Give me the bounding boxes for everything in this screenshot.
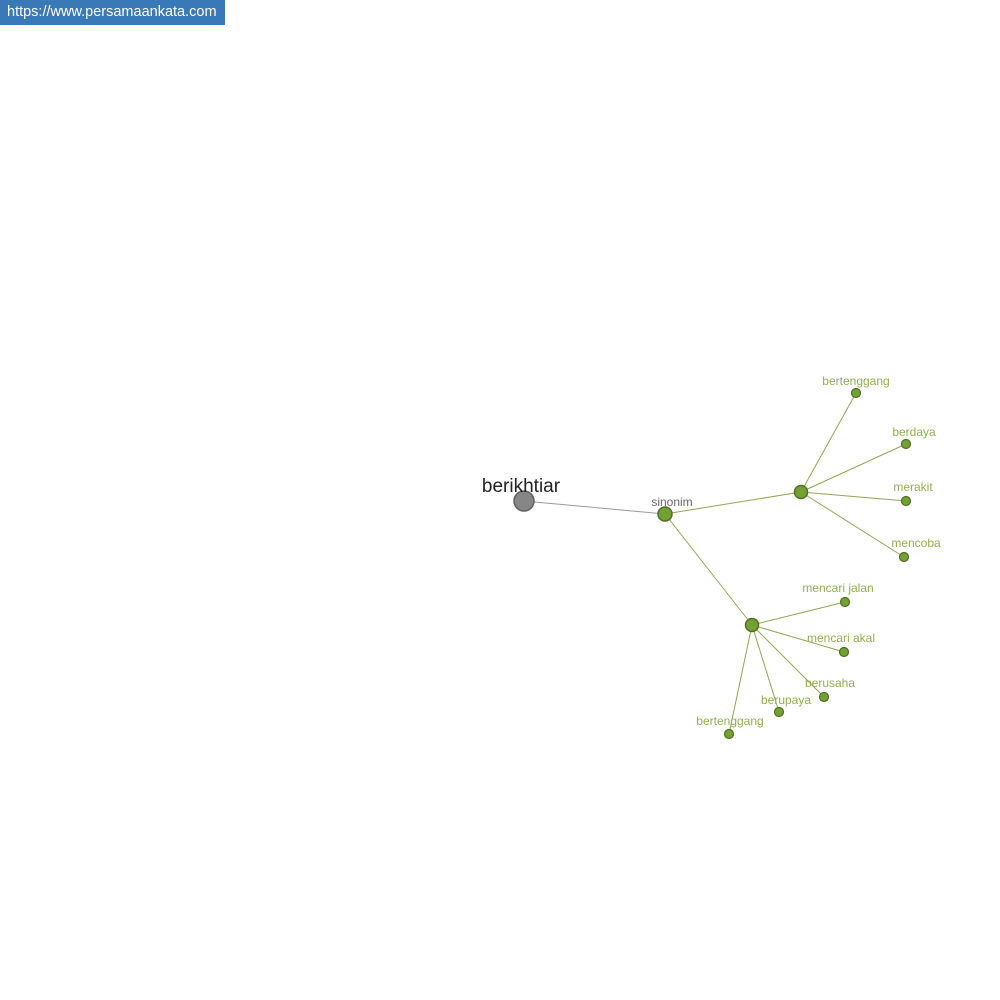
graph-label-berusaha: berusaha	[805, 676, 855, 690]
graph-node-berusaha[interactable]	[818, 691, 830, 703]
graph-label-mencoba: mencoba	[891, 536, 941, 550]
graph-node-mencoba[interactable]	[898, 551, 910, 563]
graph-edge-hub2-mencari-jalan	[751, 601, 846, 626]
graph-node-mencari-jalan[interactable]	[839, 596, 851, 608]
graph-node-merakit[interactable]	[900, 495, 912, 507]
graph-edge-sinonim-hub2	[664, 513, 753, 626]
graph-edge-sinonim-hub1	[664, 491, 802, 515]
graph-node-berikhtiar[interactable]	[513, 490, 535, 512]
graph-edge-berikhtiar-sinonim	[523, 500, 666, 515]
graph-label-bertenggang-a: bertenggang	[822, 374, 889, 388]
graph-node-bertenggang-a[interactable]	[850, 387, 862, 399]
graph-edge-hub2-bertenggang-b	[728, 624, 753, 735]
graph-node-sinonim[interactable]	[657, 506, 673, 522]
graph-label-mencari-akal: mencari akal	[807, 631, 875, 645]
graph-node-bertenggang-b[interactable]	[723, 728, 735, 740]
graph-edge-hub2-berupaya	[751, 624, 780, 713]
graph-node-berdaya[interactable]	[900, 438, 912, 450]
graph-edge-hub1-merakit	[800, 491, 907, 502]
graph-edge-hub2-berusaha	[751, 624, 825, 698]
graph-edge-hub1-mencoba	[800, 491, 905, 558]
graph-label-berdaya: berdaya	[892, 425, 936, 439]
graph-label-bertenggang-b: bertenggang	[696, 714, 763, 728]
graph-label-merakit: merakit	[893, 480, 933, 494]
graph-label-berikhtiar: berikhtiar	[482, 476, 561, 497]
graph-edge-hub2-mencari-akal	[751, 624, 845, 653]
graph-edge-hub1-bertenggang-a	[800, 392, 857, 493]
graph-node-mencari-akal[interactable]	[838, 646, 850, 658]
graph-label-berupaya: berupaya	[761, 693, 811, 707]
graph-edge-hub1-berdaya	[800, 443, 907, 493]
graph-label-sinonim: sinonim	[651, 495, 692, 509]
graph-node-hub1[interactable]	[793, 484, 809, 500]
url-badge[interactable]: https://www.persamaankata.com	[0, 0, 225, 25]
graph-node-hub2[interactable]	[744, 617, 760, 633]
graph-label-mencari-jalan: mencari jalan	[802, 581, 873, 595]
graph-node-berupaya[interactable]	[773, 706, 785, 718]
